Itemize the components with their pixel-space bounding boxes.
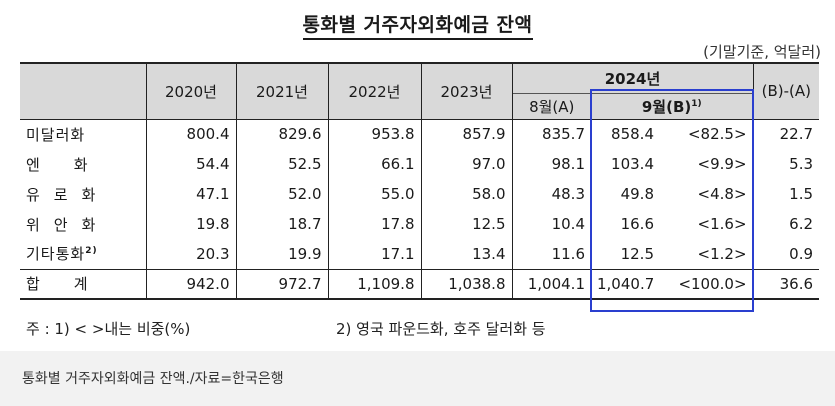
share-cell: <1.6>: [697, 215, 747, 233]
cell: 1,004.1: [511, 268, 591, 300]
share-cell: <1.2>: [697, 244, 747, 263]
header-2021: 2021년: [235, 62, 328, 119]
table-row: 엔화 54.4 52.5 66.1 97.0 98.1 103.4 <9.9> …: [20, 149, 820, 179]
caption-bar: 통화별 거주자외화예금 잔액./자료=한국은행: [0, 351, 835, 406]
cell: 18.7: [235, 209, 328, 239]
row-label-total: 합계: [20, 268, 146, 300]
cell: 20.3: [145, 239, 236, 269]
share-cell: <4.8>: [697, 185, 747, 203]
cell: 66.1: [327, 149, 421, 179]
cell: 49.8: [620, 185, 654, 203]
unit-label: (기말기준, 억달러): [703, 43, 821, 61]
row-label-usd: 미달러화: [20, 118, 146, 149]
cell: 12.5: [420, 209, 512, 239]
cell: 12.5: [620, 244, 654, 263]
cell: 98.1: [511, 149, 591, 179]
cell: 11.6: [511, 239, 591, 269]
cell: 829.6: [235, 118, 328, 149]
cell: 58.0: [420, 179, 512, 209]
cell: 800.4: [145, 118, 236, 149]
share-cell: <100.0>: [660, 268, 754, 300]
cell: 13.4: [420, 239, 512, 269]
row-label-cny: 위안화: [26, 215, 110, 234]
footnote-2: 2) 영국 파운드화, 호주 달러화 등: [336, 320, 546, 338]
cell: 17.1: [327, 239, 421, 269]
cell: 19.8: [145, 209, 236, 239]
cell: 858.4: [591, 118, 660, 149]
cell: 0.9: [752, 239, 820, 269]
cell: 1,040.7: [591, 268, 660, 300]
header-aug: 8월(A): [511, 92, 591, 119]
cell: 47.1: [145, 179, 236, 209]
cell: 97.0: [420, 149, 512, 179]
cell: 52.5: [235, 149, 328, 179]
share-cell: <82.5>: [660, 118, 754, 149]
cell: 48.3: [511, 179, 591, 209]
cell: 942.0: [145, 268, 236, 300]
cell: 972.7: [235, 268, 328, 300]
cell: 55.0: [327, 179, 421, 209]
cell: 17.8: [327, 209, 421, 239]
table-row: 기타통화2) 20.3 19.9 17.1 13.4 11.6 12.5 <1.…: [20, 239, 820, 269]
cell: 5.3: [752, 149, 820, 179]
header-sep: 9월(B)1): [591, 92, 754, 119]
cell: 54.4: [145, 149, 236, 179]
header-diff: (B)-(A): [752, 62, 820, 119]
cell: 36.6: [752, 268, 820, 300]
header-2020: 2020년: [145, 62, 236, 119]
cell: 22.7: [752, 118, 820, 149]
cell: 1,038.8: [420, 268, 512, 300]
header-2022: 2022년: [327, 62, 421, 119]
table-title: 통화별 거주자외화예금 잔액: [0, 10, 835, 40]
deposit-table: 2020년 2021년 2022년 2023년 2024년 (B)-(A) 8월…: [20, 62, 820, 300]
cell: 857.9: [420, 118, 512, 149]
table-row: 위안화 19.8 18.7 17.8 12.5 10.4 16.6 <1.6> …: [20, 209, 820, 239]
row-label-eur: 유로화: [26, 185, 110, 204]
cell: 6.2: [752, 209, 820, 239]
image-caption: 통화별 거주자외화예금 잔액./자료=한국은행: [22, 371, 284, 387]
row-label-jpy: 엔화: [26, 155, 122, 174]
row-label-other: 기타통화2): [26, 245, 98, 264]
cell: 52.0: [235, 179, 328, 209]
cell: 103.4: [611, 155, 654, 173]
header-label-col: [20, 62, 146, 119]
cell: 953.8: [327, 118, 421, 149]
cell: 10.4: [511, 209, 591, 239]
footnote-1: 주 : 1) < >내는 비중(%): [26, 320, 191, 338]
cell: 1,109.8: [327, 268, 421, 300]
total-row: 합계 942.0 972.7 1,109.8 1,038.8 1,004.1 1…: [20, 268, 820, 300]
share-cell: <9.9>: [697, 155, 747, 173]
cell: 19.9: [235, 239, 328, 269]
table-row: 유로화 47.1 52.0 55.0 58.0 48.3 49.8 <4.8> …: [20, 179, 820, 209]
header-row: 2020년 2021년 2022년 2023년 2024년 (B)-(A): [20, 62, 820, 119]
table-row: 미달러화 800.4 829.6 953.8 857.9 835.7 858.4…: [20, 118, 820, 149]
header-2024: 2024년: [511, 62, 754, 93]
header-subrow: 8월(A) 9월(B)1): [20, 92, 819, 119]
cell: 1.5: [752, 179, 820, 209]
header-2023: 2023년: [420, 62, 512, 119]
cell: 835.7: [511, 118, 591, 149]
cell: 16.6: [620, 215, 654, 233]
